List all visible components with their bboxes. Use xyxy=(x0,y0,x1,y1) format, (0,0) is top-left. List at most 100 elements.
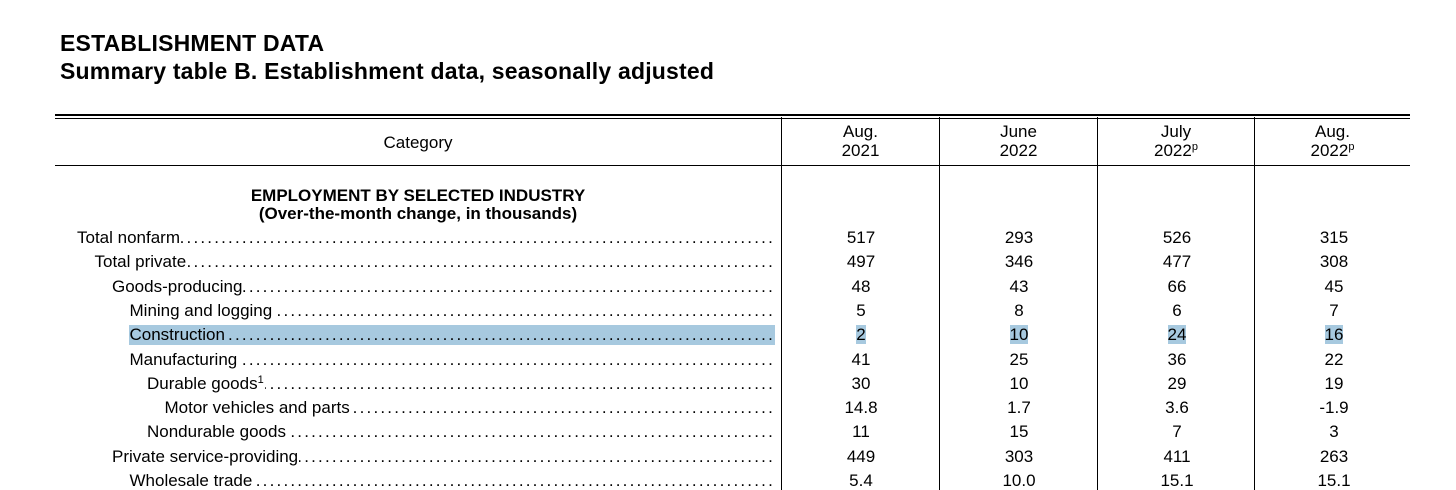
column-header-aug-2021: Aug. 2021 xyxy=(782,122,939,160)
table-row: Wholesale trade.........................… xyxy=(0,469,1456,490)
value-cell: 7 xyxy=(1172,422,1182,442)
dot-leader: ........................................… xyxy=(299,446,775,466)
column-header-line2: 2021 xyxy=(841,141,880,160)
column-header-line2: 2022p xyxy=(1310,141,1355,160)
table-row: Durable goods1..........................… xyxy=(0,372,1456,396)
value-cell: 30 xyxy=(851,373,871,393)
table-row: Motor vehicles and parts................… xyxy=(0,396,1456,420)
column-divider xyxy=(939,117,940,490)
column-divider xyxy=(1097,117,1098,490)
value-cell: 22 xyxy=(1324,349,1344,369)
value-cell: 29 xyxy=(1167,373,1187,393)
value-cell: 346 xyxy=(1004,252,1034,272)
value-cell: 15 xyxy=(1009,422,1029,442)
value-cell: 5.4 xyxy=(849,471,873,490)
value-cell: 517 xyxy=(846,228,876,247)
value-cell: 3.6 xyxy=(1165,398,1189,418)
value-cell: 66 xyxy=(1167,276,1187,296)
table-top-rule xyxy=(55,114,1410,116)
dot-leader: ........................................… xyxy=(287,422,775,442)
column-header-line1: Aug. xyxy=(843,122,878,141)
value-cell: 10.0 xyxy=(1002,471,1036,490)
value-cell: 16 xyxy=(1255,323,1413,347)
value-cell: 11 xyxy=(852,422,870,442)
value-highlight: 16 xyxy=(1324,325,1344,345)
table-row: Total private...........................… xyxy=(0,250,1456,274)
category-column-header: Category xyxy=(383,133,453,152)
value-cell: 24 xyxy=(1098,323,1256,347)
dot-leader: ........................................… xyxy=(265,373,775,393)
table-row: Total nonfarm...........................… xyxy=(0,226,1456,250)
row-label: Durable goods1 xyxy=(147,373,264,393)
value-cell: 10 xyxy=(940,323,1098,347)
row-label: Motor vehicles and parts xyxy=(164,398,350,418)
dot-leader: ........................................… xyxy=(274,300,775,320)
section-subtitle: (Over-the-month change, in thousands) xyxy=(258,204,578,223)
table-row: Construction............................… xyxy=(0,323,1456,347)
column-header-line1: Aug. xyxy=(1315,122,1350,141)
footnote-marker: 1 xyxy=(257,373,264,386)
value-cell: 15.1 xyxy=(1160,471,1194,490)
value-cell: 526 xyxy=(1162,228,1192,247)
header-bottom-rule xyxy=(55,165,1410,166)
value-cell: 2 xyxy=(782,323,940,347)
column-header-line2: 2022p xyxy=(1154,141,1198,160)
value-highlight: 24 xyxy=(1167,325,1187,345)
value-cell: 411 xyxy=(1163,446,1191,466)
column-divider xyxy=(781,117,782,490)
value-highlight: 2 xyxy=(856,325,866,345)
row-label: Private service-providing xyxy=(112,446,299,466)
column-header-june-2022: June 2022 xyxy=(940,122,1097,160)
value-cell: 14.8 xyxy=(844,398,878,418)
table-top-rule-inner xyxy=(55,118,1410,119)
value-cell: 36 xyxy=(1167,349,1187,369)
row-label: Manufacturing xyxy=(129,349,238,369)
column-header-line1: June xyxy=(1000,122,1037,141)
section-title: EMPLOYMENT BY SELECTED INDUSTRY xyxy=(250,186,586,205)
value-cell: 449 xyxy=(846,446,876,466)
row-label: Total private xyxy=(94,252,187,272)
table-row: Manufacturing...........................… xyxy=(0,348,1456,372)
row-label: Wholesale trade xyxy=(129,471,253,490)
table-title: Summary table B. Establishment data, sea… xyxy=(60,58,715,84)
value-cell: 7 xyxy=(1329,300,1339,320)
column-header-line1: July xyxy=(1160,122,1192,141)
row-label: Nondurable goods xyxy=(147,422,286,442)
dot-leader: ........................................… xyxy=(254,471,775,490)
row-label: Total nonfarm xyxy=(77,228,180,247)
value-cell: -1.9 xyxy=(1319,398,1349,418)
column-divider xyxy=(1254,117,1255,490)
table-row: Nondurable goods........................… xyxy=(0,420,1456,444)
value-cell: 3 xyxy=(1329,422,1339,442)
column-header-line2: 2022 xyxy=(999,141,1038,160)
dot-leader: ........................................… xyxy=(351,398,775,418)
value-cell: 41 xyxy=(851,349,871,369)
value-cell: 477 xyxy=(1162,252,1192,272)
value-cell: 263 xyxy=(1319,446,1349,466)
value-cell: 5 xyxy=(856,300,866,320)
table-row: Private service-providing...............… xyxy=(0,445,1456,469)
value-cell: 10 xyxy=(1009,373,1029,393)
dot-leader: ........................................… xyxy=(239,349,775,369)
value-cell: 315 xyxy=(1319,228,1349,247)
value-cell: 497 xyxy=(846,252,876,272)
value-cell: 48 xyxy=(851,276,871,296)
value-cell: 19 xyxy=(1324,373,1344,393)
column-header-july-2022: July 2022p xyxy=(1098,122,1254,160)
table-row: Mining and logging......................… xyxy=(0,299,1456,323)
value-cell: 303 xyxy=(1004,446,1034,466)
value-cell: 8 xyxy=(1014,300,1024,320)
value-cell: 43 xyxy=(1009,276,1029,296)
document-title: ESTABLISHMENT DATA xyxy=(60,30,325,56)
value-cell: 25 xyxy=(1009,349,1029,369)
value-cell: 308 xyxy=(1319,252,1349,272)
value-cell: 293 xyxy=(1004,228,1034,247)
text-selection-highlight xyxy=(128,325,775,346)
section-heading: EMPLOYMENT BY SELECTED INDUSTRY (Over-th… xyxy=(55,187,781,223)
column-header-aug-2022: Aug. 2022p xyxy=(1255,122,1410,160)
row-label: Goods-producing xyxy=(112,276,243,296)
value-cell: 1.7 xyxy=(1007,398,1031,418)
table-row: Goods-producing.........................… xyxy=(0,275,1456,299)
row-label: Construction xyxy=(129,325,225,345)
